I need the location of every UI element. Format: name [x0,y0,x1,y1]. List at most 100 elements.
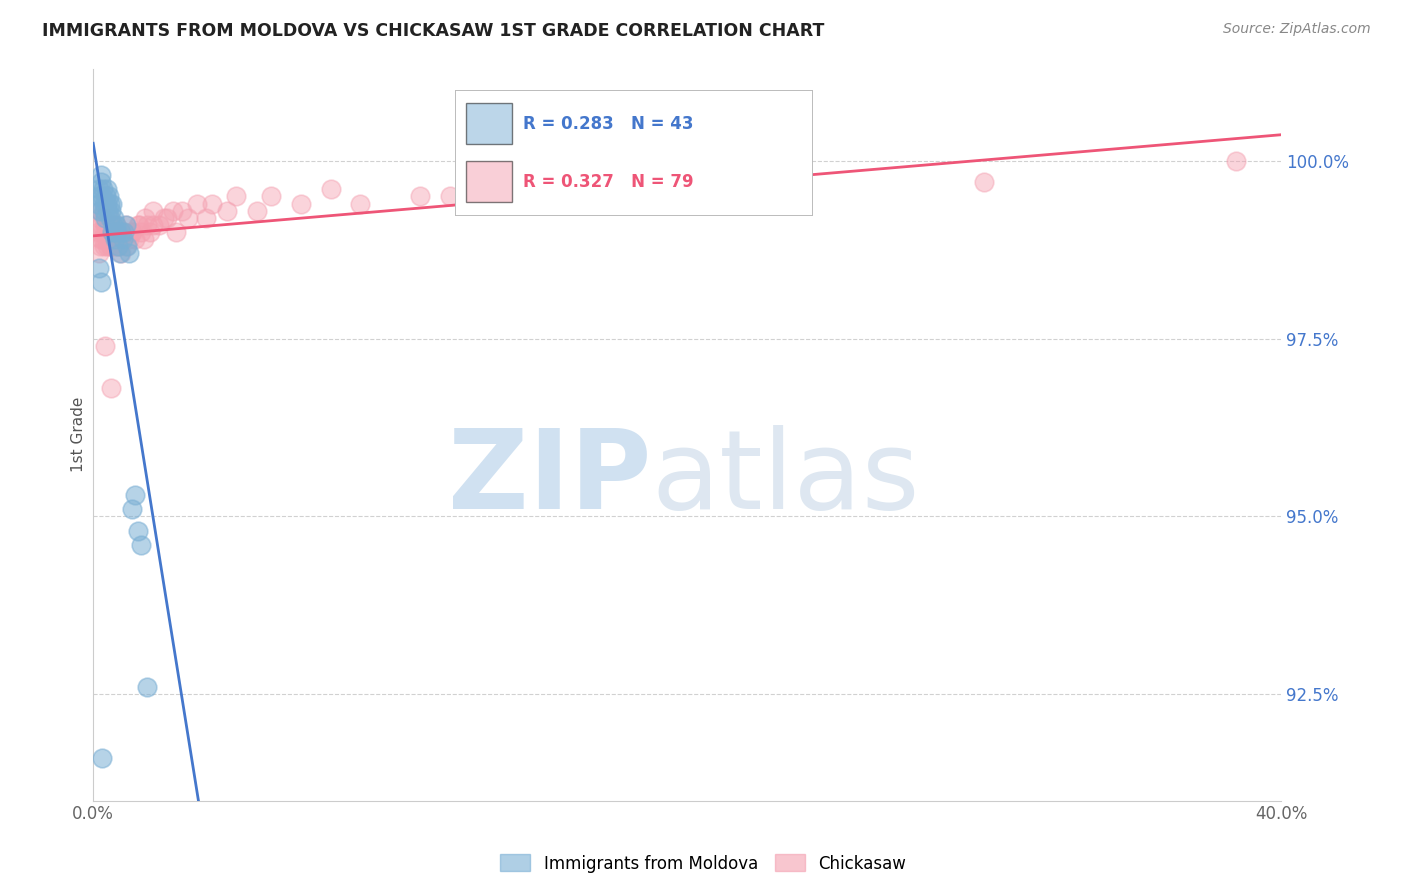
Point [89,203,111,218]
Point [409,189,432,203]
Point [87,246,110,260]
Point [124,488,146,502]
Point [112,225,135,239]
Point [319,182,342,196]
Point [134,211,156,225]
Point [121,502,143,516]
Point [107,239,129,253]
Point [100,225,122,239]
Point [103,225,125,239]
Point [105,218,128,232]
Point [118,246,141,260]
Point [127,218,149,232]
Point [124,232,146,246]
Point [138,225,160,239]
Point [93,203,115,218]
Point [111,232,134,246]
Point [121,225,143,239]
Point [91,232,114,246]
Point [108,246,131,260]
Point [153,211,176,225]
Point [105,239,128,253]
Point [129,538,152,552]
Text: ZIP: ZIP [449,425,651,532]
Point [111,225,134,239]
Point [97,203,120,218]
Point [107,225,129,239]
Point [195,211,218,225]
Y-axis label: 1st Grade: 1st Grade [72,397,86,472]
Point [101,232,124,246]
Point [129,225,152,239]
Point [110,246,132,260]
Point [105,218,128,232]
Point [245,203,267,218]
Point [100,203,122,218]
Point [98,239,121,253]
Point [97,211,120,225]
Point [101,232,124,246]
Point [103,218,125,232]
Point [93,196,115,211]
Point [111,225,134,239]
Point [105,225,128,239]
Point [127,524,149,538]
Point [215,203,238,218]
Point [91,211,114,225]
Point [94,218,117,232]
Point [349,196,371,211]
Point [89,211,111,225]
Point [201,196,224,211]
Point [165,225,187,239]
Point [135,680,157,694]
Point [100,211,122,225]
Point [527,182,550,196]
Point [439,189,461,203]
Point [87,182,110,196]
Point [98,196,121,211]
Text: IMMIGRANTS FROM MOLDOVA VS CHICKASAW 1ST GRADE CORRELATION CHART: IMMIGRANTS FROM MOLDOVA VS CHICKASAW 1ST… [42,22,824,40]
Point [90,275,112,289]
Point [91,182,114,196]
Point [96,239,118,253]
Point [100,239,122,253]
Point [86,196,108,211]
Point [89,189,111,203]
Point [101,225,124,239]
Text: atlas: atlas [651,425,920,532]
Point [225,189,247,203]
Point [100,381,122,395]
Legend: Immigrants from Moldova, Chickasaw: Immigrants from Moldova, Chickasaw [494,847,912,880]
Point [142,218,165,232]
Point [260,189,283,203]
Point [121,225,143,239]
Point [105,218,128,232]
Point [156,211,179,225]
Point [91,751,114,765]
Point [104,232,127,246]
Point [103,211,125,225]
Point [94,189,117,203]
Point [115,239,138,253]
Point [290,196,312,211]
Point [115,218,138,232]
Point [94,211,117,225]
Point [90,218,112,232]
Point [89,260,111,275]
Point [103,225,125,239]
Point [93,225,115,239]
Point [148,218,170,232]
Point [676,175,699,189]
Point [110,225,132,239]
Point [89,203,111,218]
Point [177,211,200,225]
Point [96,225,118,239]
Point [90,168,112,182]
Point [96,196,118,211]
Point [135,218,157,232]
Point [96,225,118,239]
Point [100,196,122,211]
Text: Source: ZipAtlas.com: Source: ZipAtlas.com [1223,22,1371,37]
Point [103,225,125,239]
Point [103,239,125,253]
